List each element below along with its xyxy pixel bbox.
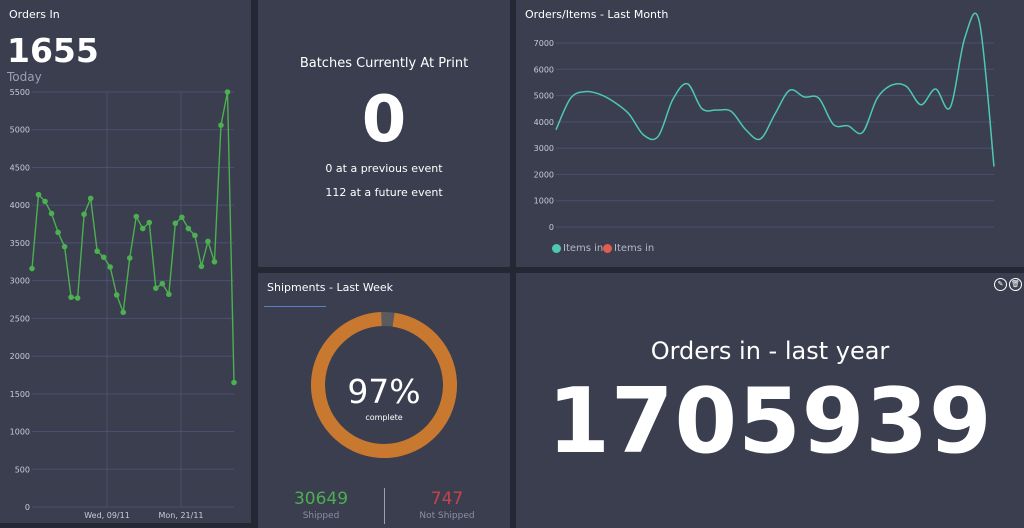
data-point [107,264,113,270]
data-point [211,258,218,265]
y-tick-label: 5500 [10,88,30,97]
donut-progress-arc [311,312,457,458]
data-point [48,210,55,217]
batches-panel: Batches Currently At Print 0 0 at a prev… [258,0,510,267]
y-tick-label: 2500 [10,314,30,323]
data-point [68,294,74,301]
y-tick-label: 4000 [10,201,30,210]
data-point [55,229,61,236]
data-point [74,295,81,301]
data-point [87,195,94,202]
orders-last-year-panel: ✎ 🗑 Orders in - last year 1705939 [516,273,1024,528]
data-point [100,254,107,261]
shipped-label: Shipped [302,511,340,521]
data-point [166,291,172,298]
data-point [224,89,231,95]
orders-in-chart[interactable]: 0 500 1000 1500 2000 2500 3000 3500 4000 4500 5000… [0,0,251,523]
data-point [94,248,100,255]
not-shipped-label: Not Shipped [419,511,475,521]
batches-count: 0 [361,83,407,157]
orders-last-year-title: Orders in - last year [650,337,890,365]
orders-items-panel: Orders/Items - Last Month 0 1000 2000 3000 4… [516,0,1024,267]
stat-divider [384,488,385,524]
y-tick-label: 6000 [534,65,554,74]
orders-in-panel: Orders In 1655 Today 0 500 1000 1500 2000 250… [0,0,251,523]
legend-label: Items in [614,243,655,254]
data-point [179,214,185,221]
y-tick-label: 1500 [10,390,30,399]
x-tick-label: Wed, 09/11 [84,511,130,520]
data-point [218,122,224,128]
batches-future-text: 112 at a future event [325,186,443,199]
batches-title: Batches Currently At Print [299,56,469,71]
not-shipped-count: 747 [430,489,464,509]
y-tick-label: 2000 [10,352,30,361]
y-tick-label: 0 [25,503,30,512]
orders-items-title: Orders/Items - Last Month [525,8,669,21]
y-tick-label: 3000 [10,277,30,286]
legend-item-items-in-red[interactable]: Items in [603,243,654,254]
data-point [42,198,48,205]
orders-in-title: Orders In [9,8,60,21]
data-point [153,285,159,291]
y-tick-label: 5000 [534,92,554,101]
legend-label: Items in [563,243,604,254]
y-tick-label: 4500 [10,163,30,172]
items-in-series-line [555,12,995,167]
shipment-percent-label: complete [365,413,403,422]
data-point [61,243,68,250]
orders-series-line [31,91,235,383]
data-point [205,238,211,245]
y-tick-label: 3500 [10,239,30,248]
shipments-panel: Shipments - Last Week 97% complete 30649… [258,273,510,528]
data-point [29,265,35,272]
y-tick-label: 500 [15,465,30,474]
orders-items-chart[interactable]: 0 1000 2000 3000 4000 5000 6000 7000 [516,0,1024,240]
data-point [113,292,120,298]
data-point [192,232,198,239]
data-point [139,225,146,232]
shipment-percent: 97% [347,372,421,411]
data-point [81,211,87,218]
data-point [126,255,133,261]
x-tick-label: Mon, 21/11 [158,511,203,520]
data-point [159,280,166,287]
legend-item-items-in-teal[interactable]: Items in [552,243,603,254]
y-tick-label: 5000 [10,126,30,135]
shipped-count: 30649 [293,489,349,509]
y-tick-label: 1000 [10,428,30,437]
data-point [231,379,237,386]
legend-dot-teal [552,244,561,253]
shipment-donut-chart [311,312,457,458]
data-point [198,263,205,270]
data-point [185,225,192,232]
trash-icon[interactable]: 🗑 [1009,278,1022,291]
y-tick-label: 0 [549,223,554,232]
y-tick-label: 3000 [534,144,554,153]
orders-last-year-count: 1705939 [547,369,993,474]
legend-dot-red [603,244,612,253]
y-tick-label: 1000 [534,197,554,206]
shipments-title[interactable]: Shipments - Last Week [267,281,394,294]
orders-in-period: Today [7,70,42,84]
data-point [133,213,140,220]
data-point [120,309,127,316]
y-tick-label: 2000 [534,170,554,179]
data-point [35,191,42,198]
tab-underline [264,306,326,307]
y-tick-label: 7000 [534,39,554,48]
batches-previous-text: 0 at a previous event [325,162,443,175]
data-point [146,219,153,226]
orders-in-count: 1655 [7,31,99,70]
data-point [172,220,179,227]
pencil-icon[interactable]: ✎ [994,278,1007,291]
y-tick-label: 4000 [534,118,554,127]
